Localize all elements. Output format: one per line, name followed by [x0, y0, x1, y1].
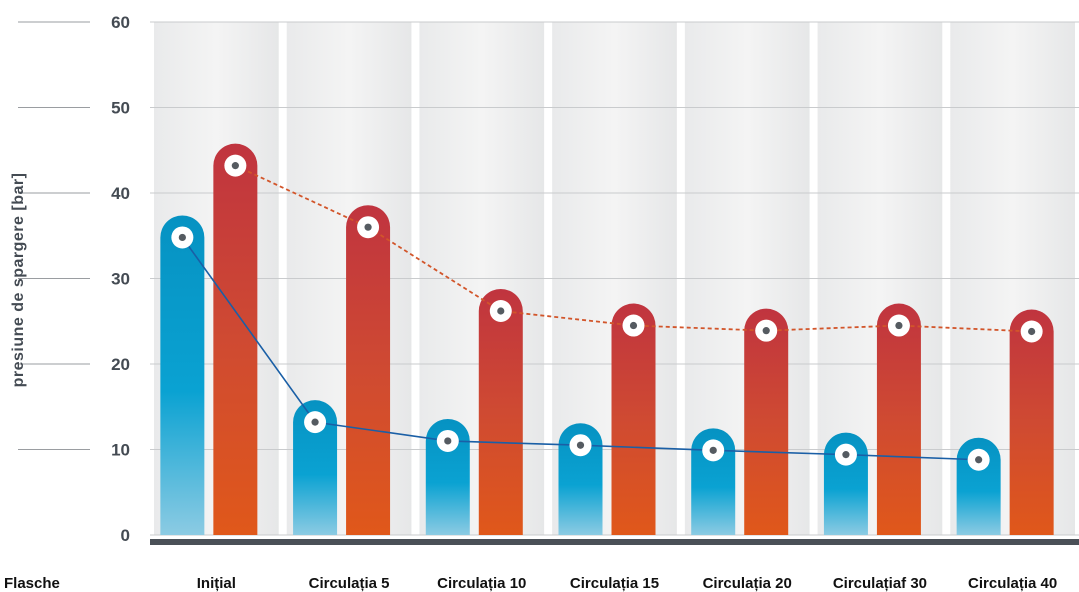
data-point-dot [576, 441, 585, 449]
bar [823, 432, 868, 535]
x-tick-label: Circulația 40 [968, 575, 1057, 592]
bar [478, 288, 523, 535]
bar [691, 428, 736, 535]
data-markers [171, 154, 1043, 471]
data-point-dot [709, 446, 717, 454]
data-point-dot [444, 437, 452, 445]
x-tick-label: Circulația 15 [570, 575, 659, 592]
x-tick-label: Inițial [197, 575, 236, 592]
bar [956, 437, 1001, 535]
axes: 0 10 20 30 40 50 60 Inițial Circulația 5 Circulaț… [18, 13, 1079, 592]
data-point-dot [842, 451, 850, 459]
x-axis-baseline [150, 539, 1079, 545]
data-point-dot [231, 162, 239, 170]
bar [744, 308, 789, 535]
bar [611, 303, 656, 535]
bar [346, 205, 391, 535]
y-tick-label: 30 [111, 270, 130, 289]
x-tick-label: Circulațiaf 30 [833, 575, 927, 592]
bar [558, 423, 603, 535]
y-axis-label: presiune de spargere [bar] [10, 173, 27, 388]
x-tick-label: Circulația 10 [437, 575, 526, 592]
data-point-dot [762, 327, 770, 335]
bar [425, 418, 470, 535]
bar [876, 303, 921, 535]
bar [293, 400, 338, 535]
data-point-dot [364, 223, 372, 231]
y-tick-label: 50 [111, 99, 130, 118]
data-point-dot [975, 456, 983, 464]
data-point-dot [497, 307, 505, 315]
x-axis-label: Flasche [4, 575, 60, 592]
data-point-dot [1028, 327, 1036, 336]
data-point-dot [629, 321, 638, 330]
y-tick-label: 20 [111, 355, 130, 374]
bars [160, 143, 1054, 535]
y-tick-label: 60 [111, 13, 130, 32]
bar [160, 215, 205, 535]
bar [1009, 309, 1054, 535]
y-tick-label: 0 [121, 526, 130, 545]
x-tick-label: Circulația 20 [703, 575, 792, 592]
data-point-dot [311, 418, 319, 426]
bar [213, 143, 258, 535]
x-tick-label: Circulația 5 [309, 575, 390, 592]
y-tick-label: 40 [111, 184, 130, 203]
y-tick-label: 10 [111, 441, 130, 460]
data-point-dot [895, 321, 903, 330]
data-point-dot [178, 233, 186, 242]
